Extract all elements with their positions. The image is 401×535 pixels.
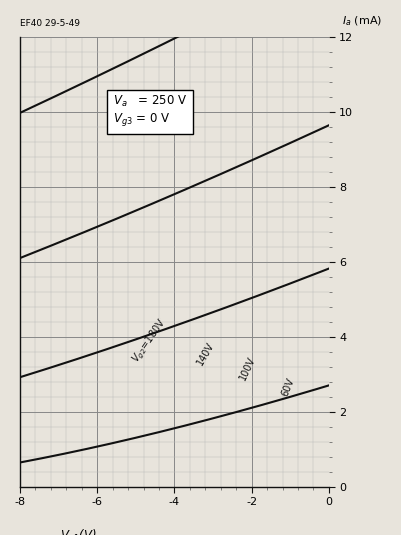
Text: $V_{g2}$=180V: $V_{g2}$=180V — [129, 316, 170, 366]
Text: $I_a$ (mA): $I_a$ (mA) — [342, 14, 383, 28]
Text: $V_a$   = 250 V
$V_{g3}$ = 0 V: $V_a$ = 250 V $V_{g3}$ = 0 V — [113, 94, 187, 128]
Text: 60V: 60V — [280, 377, 296, 398]
Text: 140V: 140V — [195, 341, 216, 367]
Text: EF40 29-5-49: EF40 29-5-49 — [20, 19, 80, 28]
Text: 100V: 100V — [238, 355, 257, 383]
Text: $V_{g1}$(V): $V_{g1}$(V) — [59, 528, 96, 535]
